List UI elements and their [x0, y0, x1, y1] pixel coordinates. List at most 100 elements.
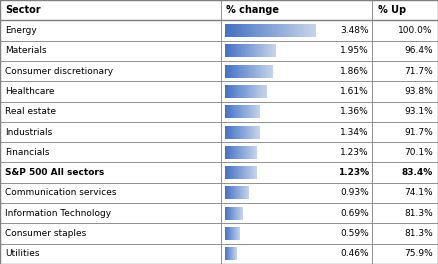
Bar: [237, 65, 238, 78]
Bar: [239, 65, 240, 78]
Bar: [245, 125, 246, 139]
Bar: [232, 166, 233, 179]
Bar: [277, 24, 279, 37]
Bar: [246, 186, 247, 199]
Bar: [257, 105, 258, 118]
Bar: [242, 166, 244, 179]
Bar: [243, 125, 244, 139]
Text: 1.23%: 1.23%: [340, 148, 369, 157]
Bar: [260, 65, 261, 78]
Bar: [226, 186, 227, 199]
Bar: [253, 166, 254, 179]
Bar: [236, 186, 237, 199]
Text: 96.4%: 96.4%: [404, 46, 433, 55]
Bar: [238, 227, 239, 240]
Text: Communication services: Communication services: [5, 188, 117, 197]
Bar: [244, 186, 245, 199]
Bar: [252, 24, 254, 37]
Bar: [249, 44, 250, 57]
Bar: [293, 24, 295, 37]
Bar: [225, 125, 226, 139]
Bar: [306, 24, 309, 37]
Bar: [231, 65, 232, 78]
Bar: [249, 105, 250, 118]
Bar: [281, 24, 284, 37]
Bar: [262, 85, 264, 98]
Bar: [235, 125, 236, 139]
Bar: [267, 44, 268, 57]
Bar: [297, 24, 300, 37]
Text: Real estate: Real estate: [5, 107, 57, 116]
Bar: [233, 105, 235, 118]
Bar: [235, 105, 237, 118]
Bar: [229, 105, 230, 118]
Bar: [227, 227, 228, 240]
Bar: [236, 227, 237, 240]
Bar: [233, 227, 234, 240]
Bar: [243, 166, 244, 179]
Text: 71.7%: 71.7%: [404, 67, 433, 76]
Bar: [240, 44, 241, 57]
Bar: [247, 65, 248, 78]
Bar: [228, 207, 229, 220]
Bar: [284, 24, 286, 37]
Bar: [248, 125, 249, 139]
Bar: [0, 20, 438, 41]
Bar: [250, 85, 251, 98]
Bar: [225, 247, 226, 260]
Bar: [249, 166, 250, 179]
Bar: [252, 166, 253, 179]
Bar: [226, 146, 227, 159]
Bar: [258, 44, 259, 57]
Bar: [259, 105, 260, 118]
Bar: [295, 24, 297, 37]
Text: Consumer staples: Consumer staples: [5, 229, 87, 238]
Bar: [246, 85, 247, 98]
Bar: [270, 44, 272, 57]
Text: 93.1%: 93.1%: [404, 107, 433, 116]
Bar: [230, 186, 231, 199]
Bar: [268, 24, 270, 37]
Bar: [256, 105, 257, 118]
Bar: [227, 85, 228, 98]
Bar: [256, 146, 257, 159]
Bar: [242, 146, 244, 159]
Bar: [272, 24, 275, 37]
Bar: [244, 166, 245, 179]
Bar: [239, 227, 240, 240]
Bar: [232, 105, 233, 118]
Bar: [238, 125, 239, 139]
Bar: [313, 24, 316, 37]
Bar: [246, 44, 248, 57]
Bar: [247, 85, 248, 98]
Bar: [250, 166, 251, 179]
Bar: [239, 227, 240, 240]
Bar: [233, 207, 234, 220]
Bar: [240, 125, 241, 139]
Bar: [228, 85, 229, 98]
Bar: [256, 85, 258, 98]
Bar: [229, 207, 230, 220]
Bar: [311, 24, 313, 37]
Bar: [234, 227, 235, 240]
Bar: [227, 24, 230, 37]
Bar: [226, 105, 228, 118]
Bar: [239, 105, 240, 118]
Bar: [251, 65, 253, 78]
Bar: [256, 24, 259, 37]
Bar: [248, 85, 249, 98]
Bar: [238, 24, 241, 37]
Bar: [229, 146, 230, 159]
Bar: [268, 44, 269, 57]
Bar: [252, 85, 253, 98]
Bar: [265, 44, 267, 57]
Bar: [264, 65, 265, 78]
Bar: [0, 244, 438, 264]
Bar: [0, 162, 438, 183]
Bar: [231, 207, 232, 220]
Bar: [230, 85, 231, 98]
Bar: [237, 207, 238, 220]
Bar: [230, 166, 231, 179]
Bar: [241, 125, 242, 139]
Bar: [226, 105, 227, 118]
